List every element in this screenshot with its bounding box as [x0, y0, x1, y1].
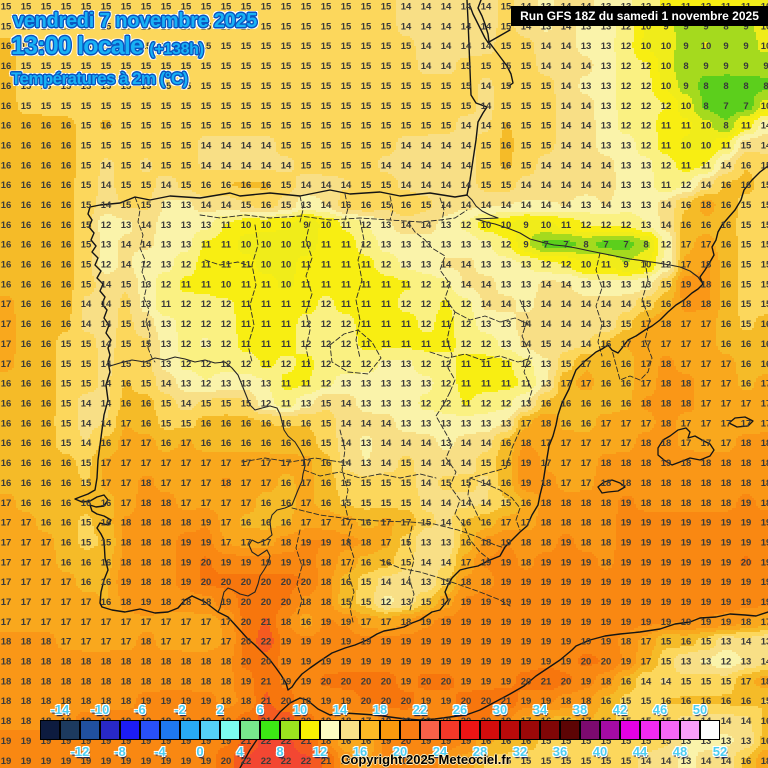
svg-text:171716161516181818181917161616: 17 17 16 16 15 16 18 18 18 18 19 17 16 16 16 17 17 17 16 17…	[1, 518, 768, 529]
svg-text:171717161515181818191917171718: 17 17 17 16 15 15 18 18 18 19 19 17 17 17 18 19 19 18 18 17…	[1, 538, 768, 549]
svg-text:171717171616191818192020202020: 17 17 17 17 16 16 19 18 18 19 20 20 20 20 20 20 18 16 15 14…	[1, 577, 768, 588]
svg-text:161616161512131413131311101010: 16 16 16 16 15 12 13 14 13 13 13 11 10 10 10 9 10 11 12 13 1…	[1, 220, 768, 231]
svg-text:181818181818181919191918182120: 18 18 18 18 18 18 18 19 19 19 19 18 18 21 20 18 19 19 20 20…	[1, 696, 768, 707]
svg-text:161616161514151312111110111110: 16 16 16 16 15 14 15 13 12 11 11 10 11 11 10 11 11 11 11 11…	[1, 279, 768, 290]
svg-text:171717171717171717171717202118: 17 17 17 17 17 17 17 17 17 17 17 17 20 21 18 16 19 19 17 17…	[1, 617, 768, 628]
svg-text:161616151414161615141515151211: 16 16 16 15 14 14 16 16 15 14 15 15 15 12 11 13 15 14 13 13…	[1, 399, 768, 410]
svg-text:181818181818181818181818202019: 18 18 18 18 18 18 18 18 18 18 18 18 20 20 19 19 19 19 19 19…	[1, 657, 768, 668]
svg-text:171616161414151413121212111111: 17 16 16 16 14 14 15 14 13 12 12 12 11 11 11 12 12 12 11 11…	[1, 319, 768, 330]
svg-text:171616151514151513121212121112: 17 16 16 15 15 14 15 15 13 12 12 12 12 11 12 11 12 12 12 13…	[1, 359, 768, 370]
svg-text:161616161514151514151616161615: 16 16 16 16 15 14 15 15 14 15 16 16 16 16 15 14 14 14 15 15…	[1, 180, 768, 191]
svg-text:161616161515151515151414141415: 16 16 16 16 15 15 15 15 15 15 14 14 14 14 15 15 15 15 15 15…	[1, 141, 768, 152]
svg-text:171616161414151311121212111111: 17 16 16 16 14 14 15 13 11 12 12 12 11 11 11 11 12 11 11 11…	[1, 299, 768, 310]
svg-text:161616161512141213121111111010: 16 16 16 16 15 12 14 12 13 12 11 11 11 10 10 11 11 11 11 12…	[1, 260, 768, 271]
svg-text:191919191919191919191919212222: 19 19 19 19 19 19 19 19 19 19 19 19 21 22 22 21 18 16 16 19…	[1, 736, 768, 747]
svg-text:171717171716181918181819202020: 17 17 17 17 17 16 18 19 18 18 18 19 20 20 20 18 18 15 15 12…	[1, 597, 768, 608]
svg-text:171616151514151513121312111111: 17 16 16 15 15 14 15 15 13 12 13 12 11 11 11 12 12 12 11 11…	[1, 339, 768, 350]
svg-text:151515151515151515151515151515: 15 15 15 15 15 15 15 15 15 15 15 15 15 15 15 15 15 15 15 15…	[1, 21, 768, 32]
svg-text:161616161513141413131111101010: 16 16 16 16 15 13 14 14 13 13 11 11 10 10 10 10 11 11 12 13…	[1, 240, 768, 251]
svg-text:181818181818181818181818192119: 18 18 18 18 18 18 18 18 18 18 18 18 19 21 19 19 20 20 20 20…	[1, 676, 768, 687]
svg-text:161616151514161514131213131311: 16 16 16 15 15 14 16 15 14 13 12 13 13 13 11 11 12 13 13 13…	[1, 379, 768, 390]
svg-text:161616161514151513131414151615: 16 16 16 16 15 14 15 15 13 13 14 14 15 16 15 13 14 16 16 15…	[1, 200, 768, 211]
svg-text:161616161514151415151414141414: 16 16 16 16 15 14 15 14 15 15 14 14 14 14 14 15 15 15 15 14…	[1, 160, 768, 171]
svg-text:171717161616181818192019191919: 17 17 17 16 16 16 18 18 18 19 20 19 19 19 19 19 18 17 16 16…	[1, 557, 768, 568]
svg-text:161515151515151515151515151515: 16 15 15 15 15 15 15 15 15 15 15 15 15 15 15 15 15 15 15 15…	[1, 101, 768, 112]
svg-text:161515151515151515151515151515: 16 15 15 15 15 15 15 15 15 15 15 15 15 15 15 15 15 15 15 15…	[1, 81, 768, 92]
svg-text:161616151416171716171616161616: 16 16 16 15 14 16 17 17 16 17 16 16 16 16 16 16 15 14 13 14…	[1, 438, 768, 449]
svg-text:161515151515151515151515151515: 16 15 15 15 15 15 15 15 15 15 15 15 15 15 15 15 15 15 15 15…	[1, 61, 768, 72]
svg-text:181818171717171817171717202219: 18 18 18 17 17 17 17 18 17 17 17 17 20 22 19 19 19 19 19 19…	[1, 637, 768, 648]
svg-text:161616161516151515151515151515: 16 16 16 16 15 16 15 15 15 15 15 15 15 15 15 15 15 15 15 15…	[1, 121, 768, 132]
svg-text:191919191919191919191920222222: 19 19 19 19 19 19 19 19 19 19 19 20 22 22 22 22 21 18 17 19…	[1, 756, 768, 767]
svg-text:161616151414171615151616161616: 16 16 16 15 14 14 17 16 15 15 16 16 16 16 16 16 15 14 14 14…	[1, 418, 768, 429]
svg-text:161616161517171817171718171716: 16 16 16 16 15 17 17 18 17 17 17 18 17 17 16 17 16 15 15 15…	[1, 478, 768, 489]
svg-text:161515151515151515151515151515: 16 15 15 15 15 15 15 15 15 15 15 15 15 15 15 15 15 15 15 15…	[1, 41, 768, 52]
svg-text:171616161616171818171717171616: 17 16 16 16 16 16 17 18 18 17 17 17 17 16 16 17 16 15 15 15…	[1, 498, 768, 509]
svg-text:161616161517171717171717171717: 16 16 16 16 15 17 17 17 17 17 17 17 17 17 17 17 16 14 13 14…	[1, 458, 768, 469]
